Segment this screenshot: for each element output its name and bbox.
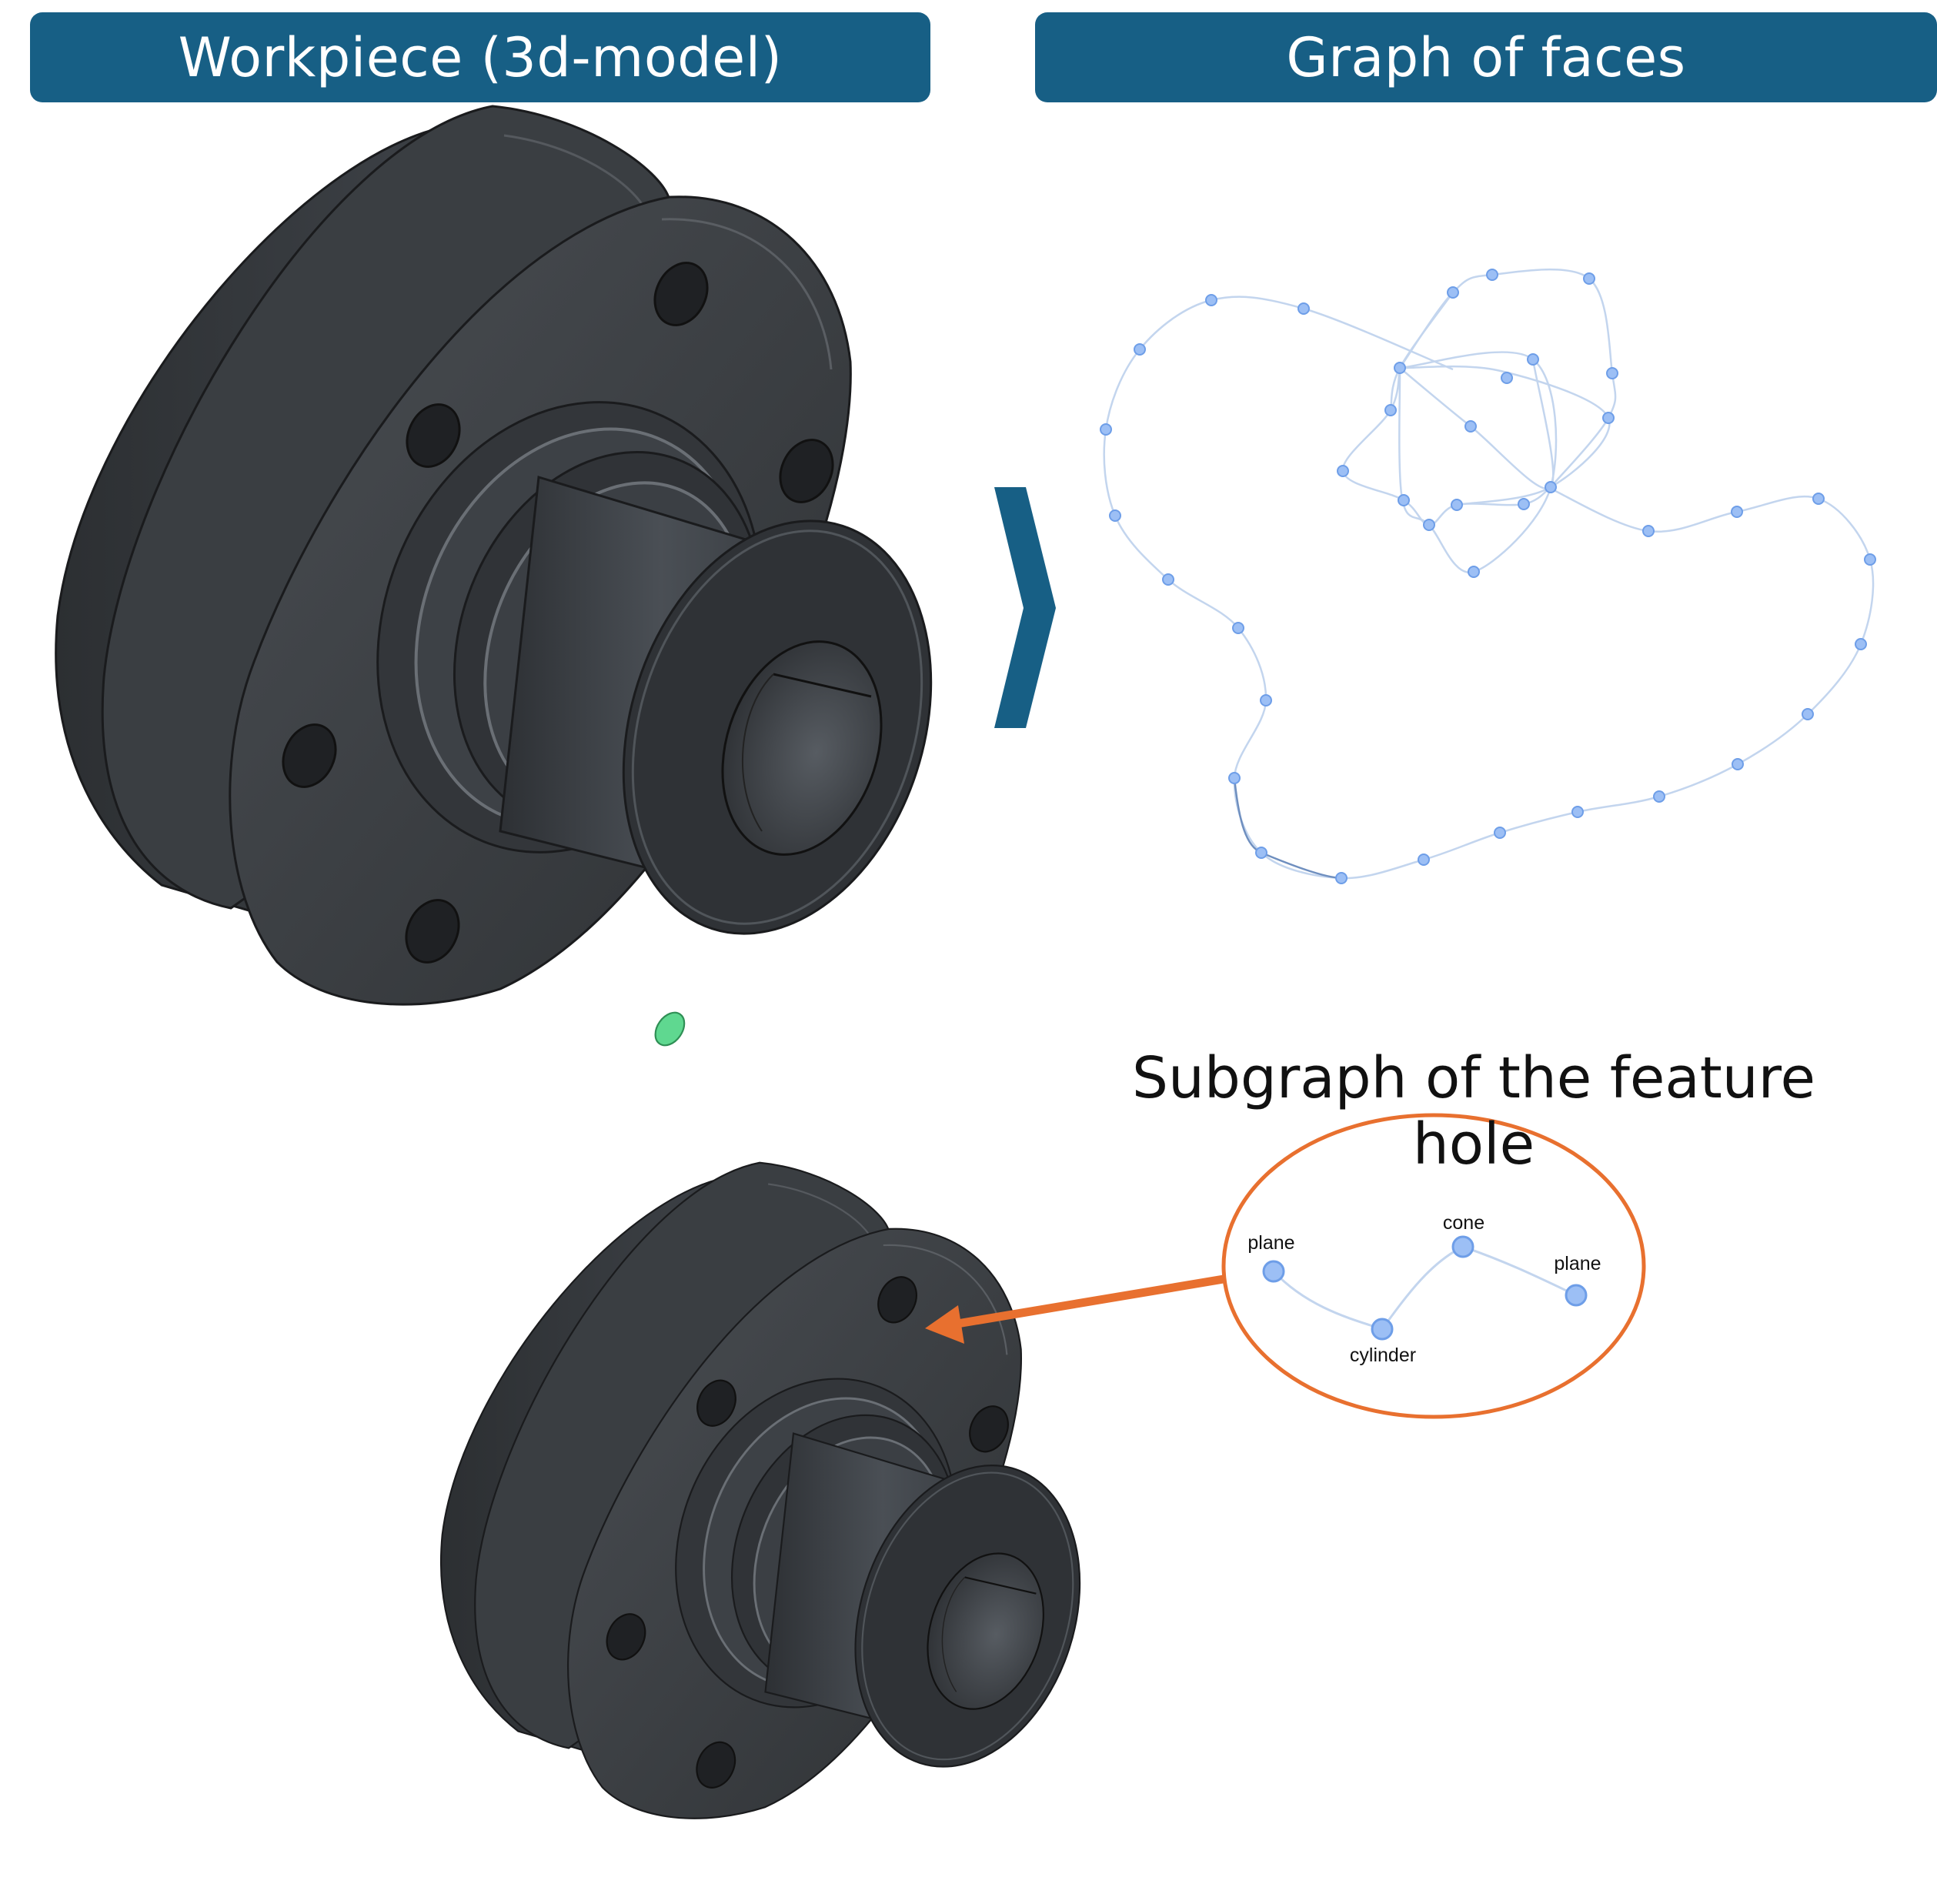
subgraph-label-plane: plane	[1247, 1232, 1294, 1254]
subgraph-title: Subgraph of the feature hole	[1132, 1045, 1815, 1177]
graph-node	[1384, 404, 1397, 416]
graph-node	[1642, 525, 1655, 537]
graph-node	[1464, 420, 1477, 433]
graph-node	[1447, 286, 1459, 299]
graph-node	[1527, 353, 1539, 366]
subgraph-node-cone	[1451, 1235, 1474, 1258]
graph-node	[1109, 509, 1121, 522]
graph-header: Graph of faces	[1035, 12, 1937, 102]
subgraph-label-cylinder: cylinder	[1350, 1344, 1416, 1366]
graph-node	[1232, 622, 1244, 634]
workpiece-model-highlighted	[439, 1011, 1118, 1820]
graph-node	[1337, 465, 1349, 477]
highlighted-hole-face	[654, 1011, 686, 1047]
graph-node	[1423, 519, 1435, 531]
graph-node	[1494, 827, 1506, 839]
graph-edge	[1103, 296, 1875, 880]
workpiece-header: Workpiece (3d-model)	[30, 12, 930, 102]
graph-node	[1468, 566, 1480, 578]
subgraph-edge	[1381, 1245, 1464, 1330]
workpiece-model	[54, 105, 984, 1007]
chevron-right-icon	[994, 487, 1056, 728]
graph-node	[1162, 573, 1174, 586]
subgraph-node-plane	[1262, 1260, 1285, 1283]
subgraph-edge	[1462, 1245, 1577, 1297]
subgraph-label-plane-2: plane	[1554, 1253, 1601, 1274]
graph-edge-highlight	[1233, 777, 1342, 880]
graph-node	[1731, 506, 1743, 518]
graph-node	[1486, 269, 1498, 281]
graph-edge	[1398, 351, 1558, 574]
subgraph-node-cylinder	[1371, 1318, 1394, 1341]
graph-node	[1335, 872, 1348, 884]
graph-node	[1864, 553, 1876, 566]
graph-node	[1653, 790, 1665, 803]
subgraph-label-cone: cone	[1443, 1212, 1484, 1234]
subgraph-callout: plane cylinder cone plane	[1221, 1113, 1646, 1419]
graph-node	[1451, 499, 1463, 511]
graph-node	[1606, 367, 1618, 379]
graph-node	[1260, 694, 1272, 706]
graph-node	[1518, 498, 1530, 510]
graph-node	[1134, 343, 1146, 356]
graph-node	[1205, 294, 1217, 306]
graph-node	[1418, 853, 1430, 866]
graph-node	[1398, 494, 1410, 506]
graph-node	[1732, 758, 1744, 770]
graph-node	[1501, 372, 1513, 384]
graph-node	[1812, 493, 1825, 505]
face-graph	[1100, 268, 1876, 884]
graph-node	[1802, 708, 1814, 720]
graph-edge	[1399, 359, 1555, 490]
graph-node	[1571, 806, 1584, 818]
graph-node	[1602, 412, 1615, 424]
graph-node	[1545, 481, 1557, 493]
graph-edge	[1341, 367, 1551, 526]
graph-node	[1255, 847, 1267, 859]
graph-node	[1855, 638, 1867, 650]
graph-node	[1583, 272, 1595, 285]
graph-node	[1394, 362, 1406, 374]
subgraph-node-plane-2	[1565, 1284, 1588, 1307]
graph-node	[1228, 772, 1241, 784]
callout-arrow	[925, 1274, 1224, 1344]
graph-node	[1297, 302, 1310, 315]
graph-edge	[1399, 365, 1611, 506]
graph-node	[1100, 423, 1112, 436]
